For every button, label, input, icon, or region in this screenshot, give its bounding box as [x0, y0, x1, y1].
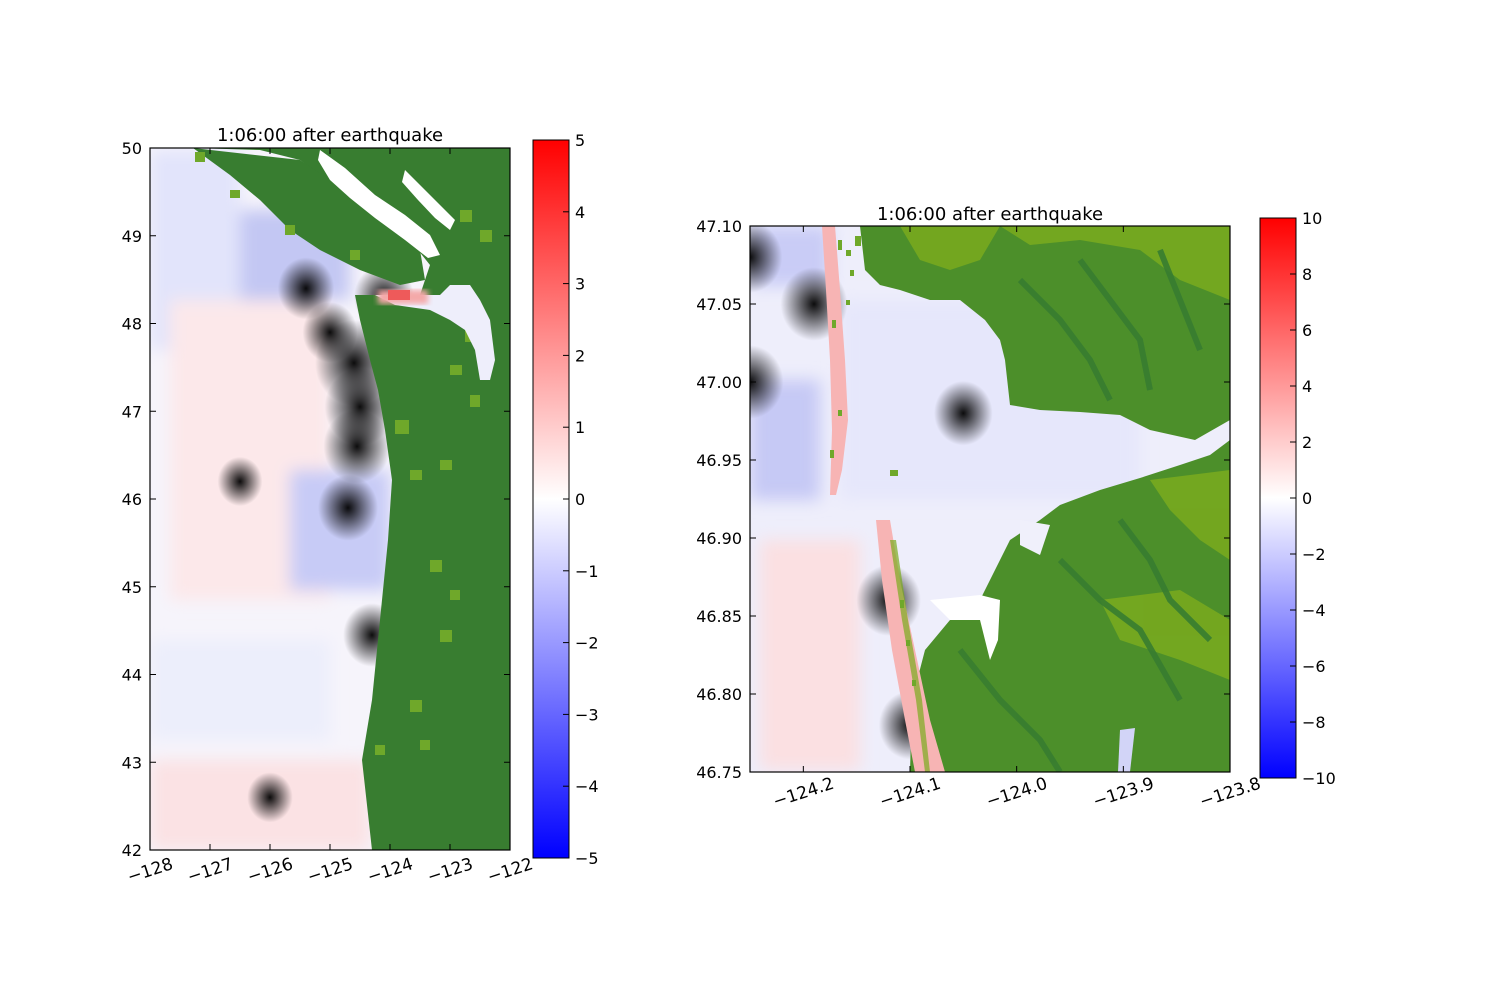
- colorbar-tick-label: −10: [1302, 769, 1336, 788]
- left-straits: [318, 150, 495, 380]
- colorbar-tick-label: 2: [1302, 433, 1312, 452]
- colorbar-tick-label: −5: [575, 849, 599, 868]
- right-panel: 1:06:00 after earthquake: [696, 204, 1336, 812]
- right-title: 1:06:00 after earthquake: [877, 204, 1103, 225]
- x-tick-label: −124.1: [877, 774, 943, 812]
- colorbar-tick-label: −8: [1302, 713, 1326, 732]
- left-colorbar-ticks: −5 −4 −3 −2 −1 0 1 2 3 4 5: [563, 131, 599, 868]
- y-tick-label: 46.75: [696, 763, 742, 782]
- colorbar-tick-label: 0: [1302, 489, 1312, 508]
- x-tick-label: −123.9: [1091, 774, 1157, 812]
- y-tick-label: 47.00: [696, 373, 742, 392]
- left-land: [193, 148, 510, 850]
- y-tick-label: 47: [122, 402, 142, 421]
- right-map: [750, 226, 1230, 772]
- x-tick-label: −124.0: [984, 774, 1050, 812]
- colorbar-tick-label: 4: [1302, 377, 1312, 396]
- y-tick-label: 48: [122, 315, 142, 334]
- colorbar-tick-label: −4: [575, 777, 599, 796]
- x-tick-label: −123: [425, 854, 476, 887]
- y-tick-label: 46.80: [696, 685, 742, 704]
- y-tick-label: 46.90: [696, 529, 742, 548]
- colorbar-tick-label: 2: [575, 346, 585, 365]
- colorbar-tick-label: −2: [1302, 545, 1326, 564]
- colorbar-tick-label: −1: [575, 562, 599, 581]
- y-tick-label: 43: [122, 753, 142, 772]
- left-colorbar: [532, 139, 570, 859]
- y-tick-label: 47.05: [696, 295, 742, 314]
- right-y-axis: 46.75 46.80 46.85 46.90 46.95 47.00 47.05 47.10: [696, 217, 1230, 782]
- colorbar-tick-label: 0: [575, 490, 585, 509]
- wave-anomaly: [933, 380, 993, 446]
- colorbar-tick-label: 1: [575, 418, 585, 437]
- right-axes-frame: [749, 225, 1231, 773]
- left-map: [150, 148, 510, 850]
- wave-anomaly: [750, 226, 783, 293]
- y-tick-label: 42: [122, 841, 142, 860]
- colorbar-tick-label: 4: [575, 203, 585, 222]
- left-title: 1:06:00 after earthquake: [217, 125, 443, 146]
- colorbar-tick-label: 8: [1302, 265, 1312, 284]
- wave-anomaly: [302, 302, 358, 363]
- x-tick-label: −127: [185, 854, 236, 887]
- wave-anomaly: [277, 257, 335, 320]
- left-y-axis: 42 43 44 45 46 47 48 49 50: [122, 139, 510, 860]
- colorbar-tick-label: −2: [575, 634, 599, 653]
- x-tick-label: −126: [245, 854, 296, 887]
- wave-anomaly: [217, 456, 263, 507]
- right-colorbar-ticks: −10 −8 −6 −4 −2 0 2 4 6 8 10: [1290, 209, 1336, 788]
- y-tick-label: 46: [122, 490, 142, 509]
- wave-anomaly: [247, 772, 293, 823]
- y-tick-label: 46.95: [696, 451, 742, 470]
- colorbar-tick-label: 6: [1302, 321, 1312, 340]
- x-tick-label: −124: [365, 854, 416, 887]
- colorbar-tick-label: 10: [1302, 209, 1322, 228]
- y-tick-label: 46.85: [696, 607, 742, 626]
- left-panel: 1:06:00 after earthquake: [122, 125, 599, 888]
- wave-anomaly: [750, 345, 784, 419]
- colorbar-tick-label: −6: [1302, 657, 1326, 676]
- colorbar-tick-label: −3: [575, 705, 599, 724]
- x-tick-label: −123.8: [1197, 774, 1263, 812]
- y-tick-label: 50: [122, 139, 142, 158]
- x-tick-label: −124.2: [771, 774, 837, 812]
- x-tick-label: −125: [305, 854, 356, 887]
- x-tick-label: −122: [485, 854, 536, 887]
- right-channels: [930, 520, 1135, 772]
- colorbar-tick-label: −4: [1302, 601, 1326, 620]
- y-tick-label: 47.10: [696, 217, 742, 236]
- y-tick-label: 44: [122, 666, 142, 685]
- wave-anomaly: [318, 474, 378, 541]
- right-land: [860, 226, 1230, 772]
- colorbar-tick-label: 5: [575, 131, 585, 150]
- wave-anomaly: [323, 409, 391, 484]
- y-tick-label: 45: [122, 578, 142, 597]
- colorbar-tick-label: 3: [575, 275, 585, 294]
- y-tick-label: 49: [122, 227, 142, 246]
